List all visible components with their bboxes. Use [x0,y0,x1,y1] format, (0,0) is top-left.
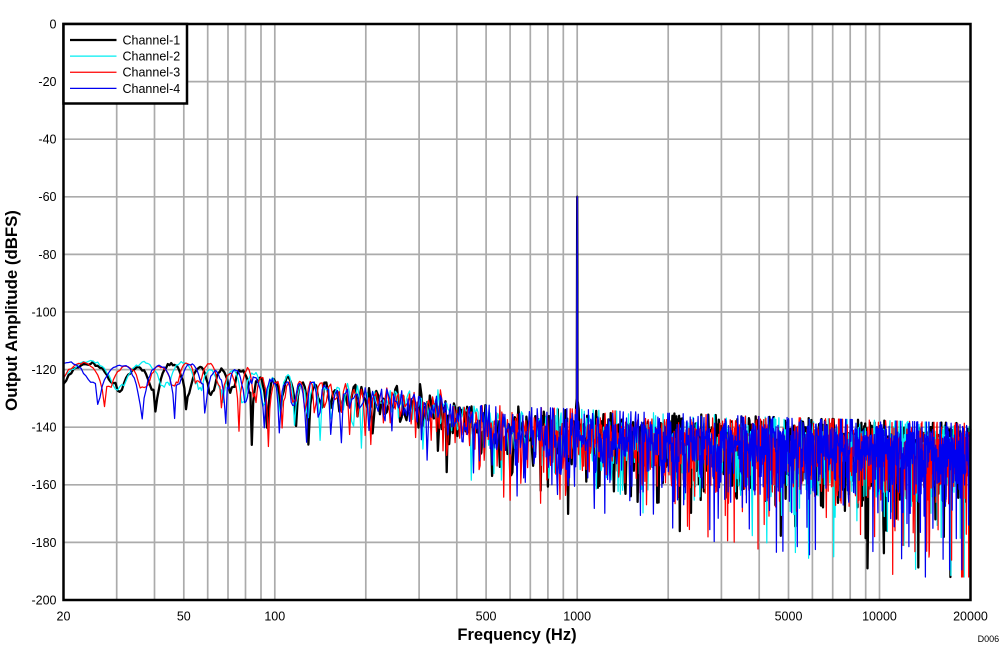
svg-text:5000: 5000 [775,609,803,623]
svg-text:-100: -100 [31,305,56,319]
svg-text:-120: -120 [31,363,56,377]
svg-text:-60: -60 [38,190,56,204]
svg-text:D006: D006 [978,634,1000,644]
svg-text:-200: -200 [31,593,56,607]
svg-text:10000: 10000 [862,609,897,623]
svg-text:20000: 20000 [953,609,988,623]
svg-text:20: 20 [57,609,71,623]
svg-text:Frequency (Hz): Frequency (Hz) [457,626,576,644]
svg-text:Channel-2: Channel-2 [123,50,181,64]
svg-text:-180: -180 [31,536,56,550]
svg-text:-40: -40 [38,133,56,147]
svg-text:1000: 1000 [563,609,591,623]
svg-text:0: 0 [50,17,57,31]
svg-text:50: 50 [177,609,191,623]
svg-text:Output Amplitude (dBFS): Output Amplitude (dBFS) [2,210,21,411]
svg-text:-160: -160 [31,478,56,492]
svg-text:500: 500 [476,609,497,623]
svg-text:-140: -140 [31,421,56,435]
svg-text:Channel-4: Channel-4 [123,82,181,96]
svg-text:Channel-1: Channel-1 [123,33,181,47]
svg-text:Channel-3: Channel-3 [123,66,181,80]
svg-text:-80: -80 [38,248,56,262]
svg-text:-20: -20 [38,75,56,89]
svg-text:100: 100 [264,609,285,623]
